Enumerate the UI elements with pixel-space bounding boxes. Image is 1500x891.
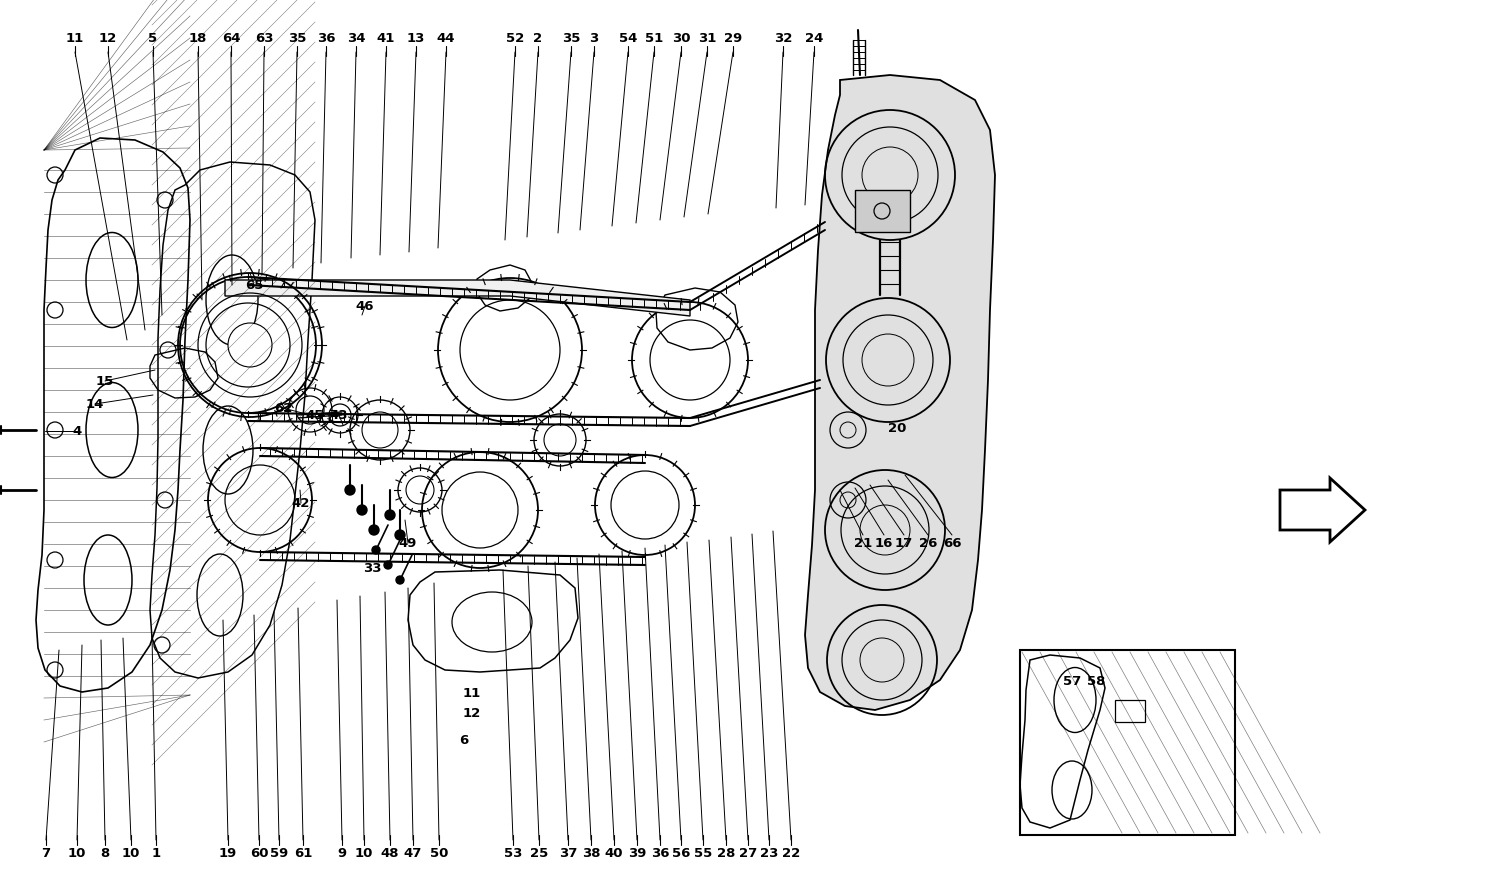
Text: 17: 17 xyxy=(896,536,914,550)
Text: 32: 32 xyxy=(774,31,792,45)
Text: 45: 45 xyxy=(306,408,324,421)
Text: 7: 7 xyxy=(42,846,51,860)
FancyBboxPatch shape xyxy=(1114,700,1144,722)
Circle shape xyxy=(386,510,394,520)
Text: 10: 10 xyxy=(356,846,374,860)
Text: 29: 29 xyxy=(724,31,742,45)
Text: 1: 1 xyxy=(152,846,160,860)
Text: 16: 16 xyxy=(874,536,892,550)
Text: 41: 41 xyxy=(376,31,394,45)
Text: 39: 39 xyxy=(628,846,646,860)
Text: 37: 37 xyxy=(560,846,578,860)
Text: 31: 31 xyxy=(698,31,715,45)
Text: 60: 60 xyxy=(251,846,268,860)
Text: 51: 51 xyxy=(645,31,663,45)
Text: 49: 49 xyxy=(399,536,417,550)
Text: 66: 66 xyxy=(942,536,962,550)
Text: 26: 26 xyxy=(920,536,938,550)
Text: 53: 53 xyxy=(504,846,522,860)
Text: 19: 19 xyxy=(219,846,237,860)
Text: 40: 40 xyxy=(604,846,622,860)
Text: 27: 27 xyxy=(740,846,758,860)
Text: 8: 8 xyxy=(100,846,109,860)
Text: 47: 47 xyxy=(404,846,422,860)
Text: 62: 62 xyxy=(274,402,292,414)
Circle shape xyxy=(357,505,368,515)
Text: 34: 34 xyxy=(346,31,366,45)
Text: 10: 10 xyxy=(122,846,140,860)
Text: 36: 36 xyxy=(316,31,336,45)
Text: 36: 36 xyxy=(651,846,669,860)
Text: 65: 65 xyxy=(244,279,262,291)
Polygon shape xyxy=(225,280,690,316)
Text: 50: 50 xyxy=(430,846,448,860)
Text: 43: 43 xyxy=(330,408,348,421)
Text: 28: 28 xyxy=(717,846,735,860)
FancyBboxPatch shape xyxy=(1020,650,1234,835)
Text: 25: 25 xyxy=(530,846,548,860)
Text: 6: 6 xyxy=(459,733,468,747)
Text: 2: 2 xyxy=(534,31,543,45)
Text: 21: 21 xyxy=(853,536,871,550)
Text: 63: 63 xyxy=(255,31,273,45)
Text: 23: 23 xyxy=(760,846,778,860)
Text: 46: 46 xyxy=(356,299,375,313)
Circle shape xyxy=(384,561,392,569)
Text: 38: 38 xyxy=(582,846,600,860)
Text: 48: 48 xyxy=(381,846,399,860)
Text: 61: 61 xyxy=(294,846,312,860)
Text: 55: 55 xyxy=(694,846,712,860)
Text: 11: 11 xyxy=(464,686,482,699)
Text: 12: 12 xyxy=(464,707,482,720)
Text: 13: 13 xyxy=(406,31,424,45)
Text: 35: 35 xyxy=(562,31,580,45)
Polygon shape xyxy=(1280,478,1365,542)
Text: 18: 18 xyxy=(189,31,207,45)
Text: 54: 54 xyxy=(620,31,638,45)
Text: 52: 52 xyxy=(506,31,524,45)
Text: 20: 20 xyxy=(888,421,906,435)
Circle shape xyxy=(396,576,404,584)
Text: 12: 12 xyxy=(99,31,117,45)
Text: 3: 3 xyxy=(590,31,598,45)
Circle shape xyxy=(394,530,405,540)
Text: 58: 58 xyxy=(1088,674,1106,688)
Text: 30: 30 xyxy=(672,31,690,45)
Text: 59: 59 xyxy=(270,846,288,860)
Text: 9: 9 xyxy=(338,846,346,860)
Text: 5: 5 xyxy=(148,31,158,45)
Text: 4: 4 xyxy=(72,424,81,437)
Polygon shape xyxy=(806,75,994,710)
Circle shape xyxy=(228,323,272,367)
Text: 56: 56 xyxy=(672,846,690,860)
Text: 11: 11 xyxy=(66,31,84,45)
Text: 33: 33 xyxy=(363,561,381,575)
Text: 35: 35 xyxy=(288,31,306,45)
Text: 57: 57 xyxy=(1064,674,1082,688)
Text: 10: 10 xyxy=(68,846,86,860)
Text: 24: 24 xyxy=(806,31,824,45)
Text: 42: 42 xyxy=(292,496,310,510)
Text: 14: 14 xyxy=(86,397,104,411)
Text: 64: 64 xyxy=(222,31,240,45)
Circle shape xyxy=(372,546,380,554)
Text: 44: 44 xyxy=(436,31,456,45)
Circle shape xyxy=(369,525,380,535)
Text: 22: 22 xyxy=(782,846,800,860)
Text: 15: 15 xyxy=(96,374,114,388)
Circle shape xyxy=(345,485,355,495)
FancyBboxPatch shape xyxy=(855,190,910,232)
